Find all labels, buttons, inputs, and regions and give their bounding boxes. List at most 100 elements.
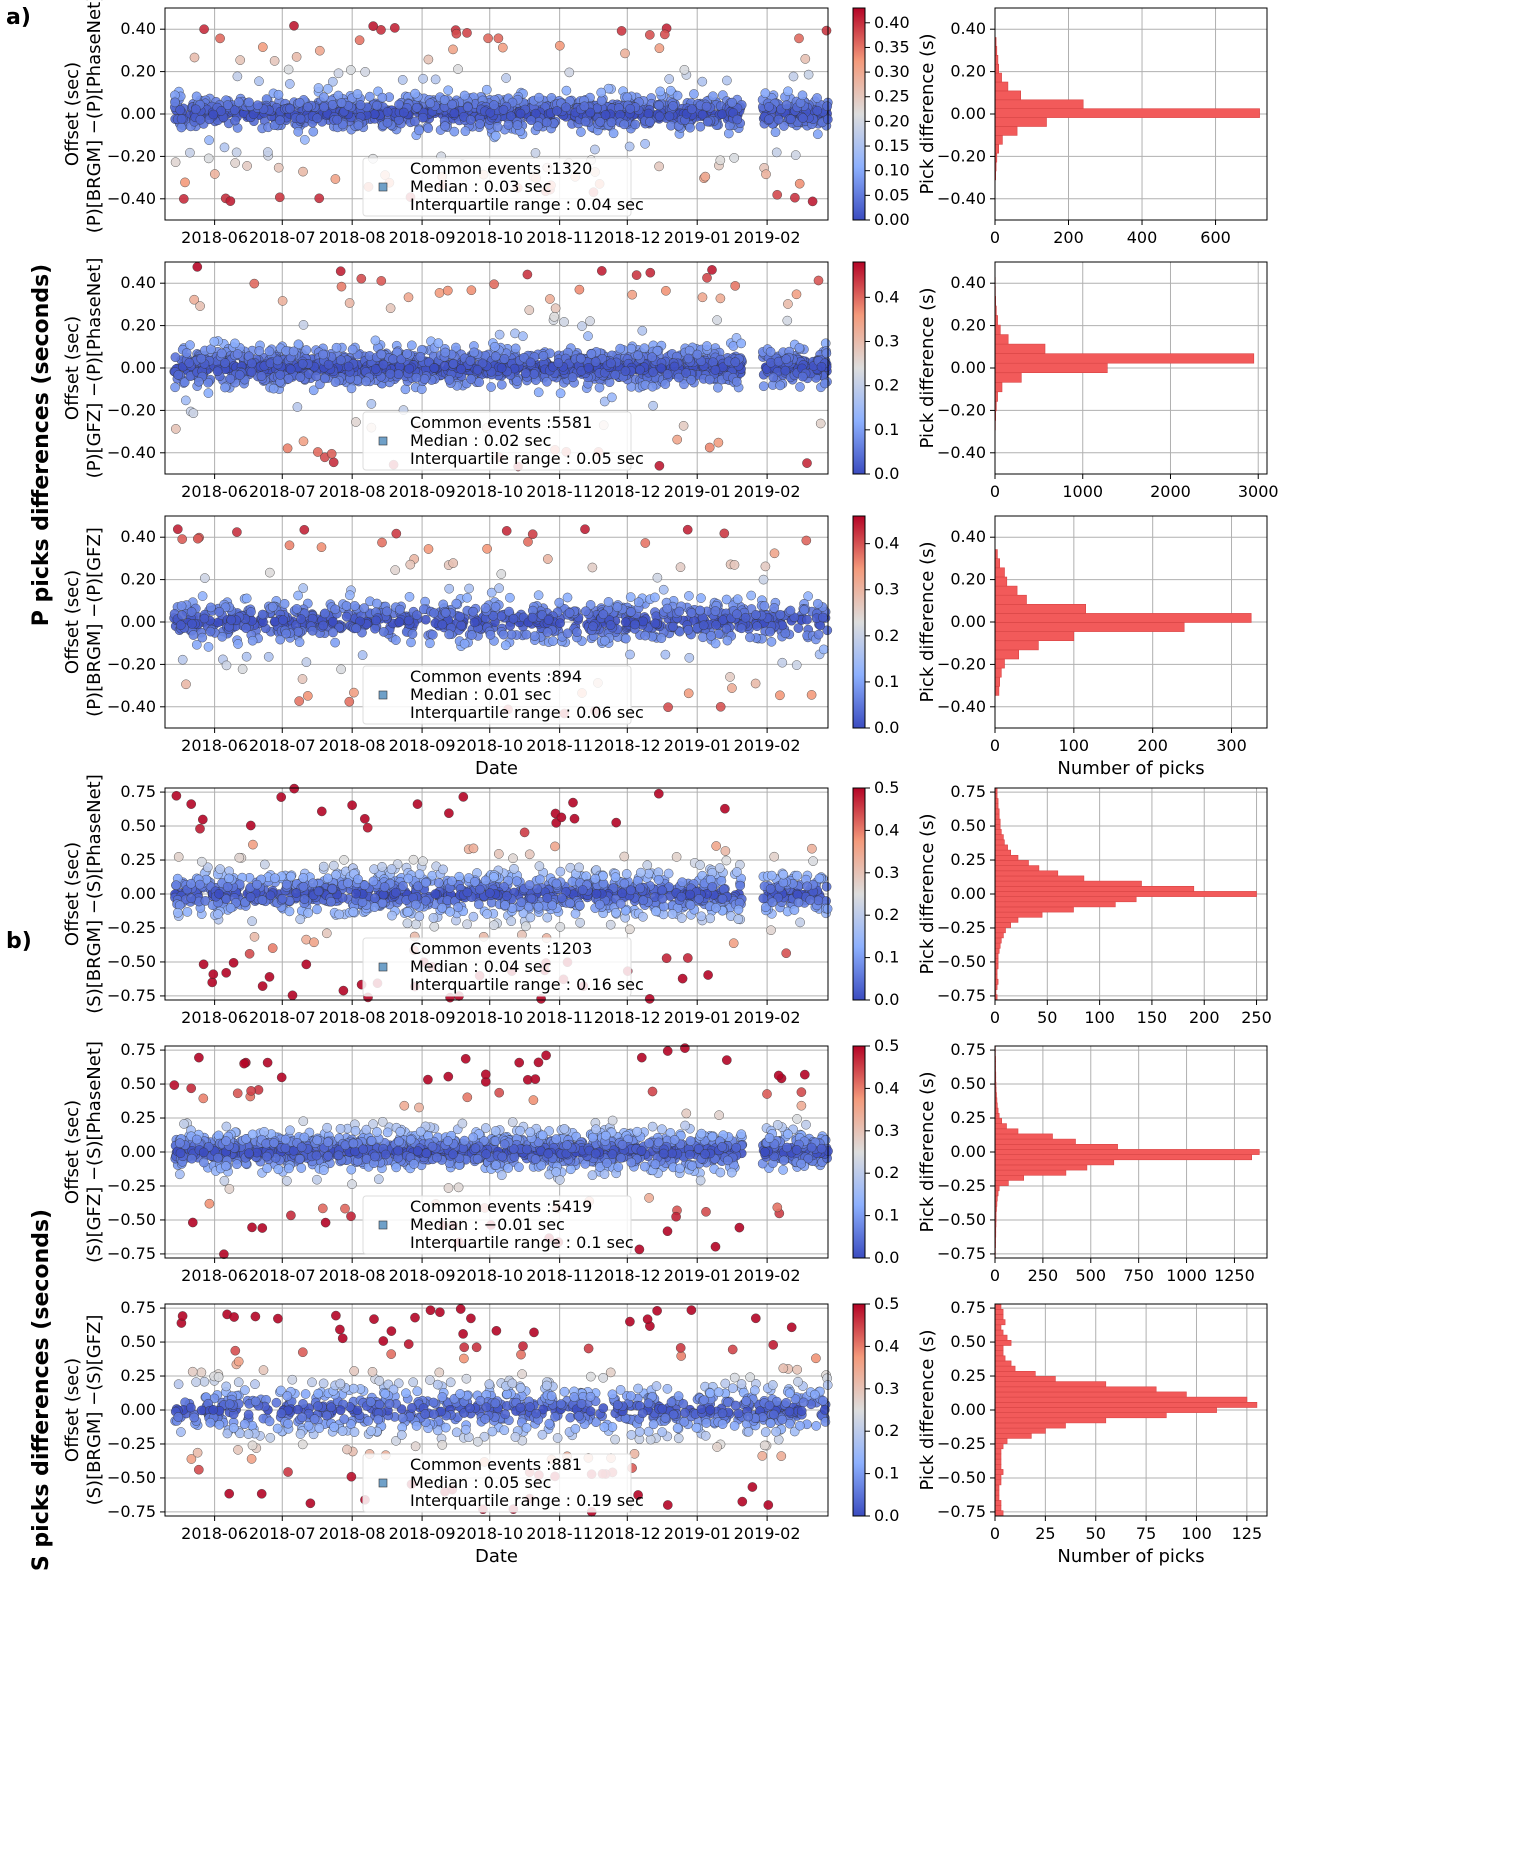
scatter-point <box>247 916 257 927</box>
scatter-point <box>313 83 324 93</box>
y-tick-label: 0.00 <box>120 612 156 631</box>
scatter-point <box>689 89 699 99</box>
histogram-bar <box>994 63 1000 74</box>
histogram-ylabel: Pick difference (s) <box>917 33 938 194</box>
scatter-point <box>698 620 709 631</box>
scatter-point <box>288 346 299 357</box>
scatter-point <box>600 635 610 646</box>
histogram-bar <box>994 631 1075 641</box>
scatter-point <box>553 358 564 368</box>
scatter-point <box>721 855 732 866</box>
scatter-point <box>289 783 300 794</box>
scatter-point <box>682 524 693 535</box>
scatter-point <box>272 355 283 366</box>
scatter-point <box>519 827 530 838</box>
scatter-point <box>648 400 658 411</box>
scatter-point <box>501 73 511 83</box>
colorbar-p-brgm-phasenet: 0.000.050.100.150.200.250.300.350.40 <box>852 7 910 229</box>
scatter-point <box>661 285 671 296</box>
scatter-point <box>385 368 396 379</box>
scatter-point <box>529 631 540 641</box>
scatter-point <box>216 348 227 359</box>
scatter-point <box>700 171 711 182</box>
scatter-point <box>241 593 252 604</box>
scatter-point <box>349 687 359 698</box>
scatter-point <box>585 316 595 326</box>
scatter-point <box>391 635 401 645</box>
scatter-point <box>786 114 796 124</box>
scatter-point <box>440 608 451 618</box>
scatter-point <box>197 814 208 825</box>
scatter-point <box>724 128 734 139</box>
colorbar-tick-label: 0.2 <box>874 626 899 645</box>
scatter-point <box>722 635 733 646</box>
scatter-point <box>425 638 435 649</box>
scatter-point <box>376 276 387 286</box>
scatter-point <box>263 652 274 662</box>
scatter-point <box>686 375 697 385</box>
scatter-point <box>336 664 346 675</box>
panel-label-a: a) <box>6 5 31 30</box>
scatter-point <box>821 25 832 36</box>
scatter-point <box>299 134 310 145</box>
scatter-point <box>430 74 441 85</box>
scatter-point <box>775 380 785 391</box>
scatter-points <box>169 20 833 207</box>
scatter-point <box>662 369 673 380</box>
scatter-point <box>319 102 329 112</box>
scatter-point <box>170 382 180 393</box>
scatter-point <box>369 109 380 119</box>
scatter-point <box>192 533 203 544</box>
scatter-point <box>736 623 747 634</box>
scatter-point <box>225 196 236 206</box>
scatter-point <box>176 122 187 133</box>
scatter-point <box>630 119 641 130</box>
scatter-point <box>677 973 688 984</box>
scatter-point <box>330 377 341 387</box>
scatter-point <box>790 150 801 160</box>
scatter-point <box>621 869 632 879</box>
scatter-point <box>815 418 826 429</box>
scatter-point <box>362 822 373 833</box>
scatter-point <box>418 73 428 84</box>
scatter-point <box>522 269 533 280</box>
scatter-point <box>683 688 694 699</box>
y-tick-label: −0.20 <box>937 654 986 673</box>
scatter-point <box>678 420 689 431</box>
scatter-point <box>712 315 722 325</box>
scatter-point <box>654 100 664 111</box>
scatter-point <box>645 267 656 278</box>
scatter-point <box>180 177 190 188</box>
scatter-point <box>615 343 626 354</box>
histogram-bar <box>994 343 1046 354</box>
scatter-point <box>468 606 478 617</box>
scatter-point <box>298 166 308 177</box>
scatter-point <box>555 388 566 399</box>
scatter-point <box>781 948 792 959</box>
scatter-point <box>534 92 544 103</box>
y-tick-label: −0.40 <box>937 443 986 462</box>
y-tick-label: 0.40 <box>950 527 986 546</box>
scatter-y-ticks: −0.40−0.200.000.200.40 <box>107 527 165 716</box>
scatter-point <box>257 609 268 620</box>
x-tick-label: 200 <box>1137 736 1168 755</box>
scatter-point <box>475 119 485 129</box>
scatter-point <box>246 358 257 369</box>
scatter-point <box>490 351 501 362</box>
scatter-point <box>620 48 630 59</box>
scatter-point <box>664 111 675 121</box>
scatter-point <box>341 601 352 611</box>
scatter-point <box>370 623 380 634</box>
y-tick-label: 0.40 <box>120 19 156 38</box>
y-tick-label: −0.20 <box>937 400 986 419</box>
scatter-point <box>376 349 387 360</box>
scatter-point <box>783 299 793 309</box>
scatter-point <box>576 127 586 137</box>
histogram-bar <box>994 324 1001 335</box>
scatter-point <box>284 540 295 551</box>
scatter-point <box>640 630 651 641</box>
scatter-point <box>456 364 466 374</box>
scatter-point <box>196 353 207 364</box>
scatter-ylabel-line: (P)[BRGM] −(P)[GFZ] <box>84 527 105 717</box>
histogram-bar <box>994 72 1002 83</box>
